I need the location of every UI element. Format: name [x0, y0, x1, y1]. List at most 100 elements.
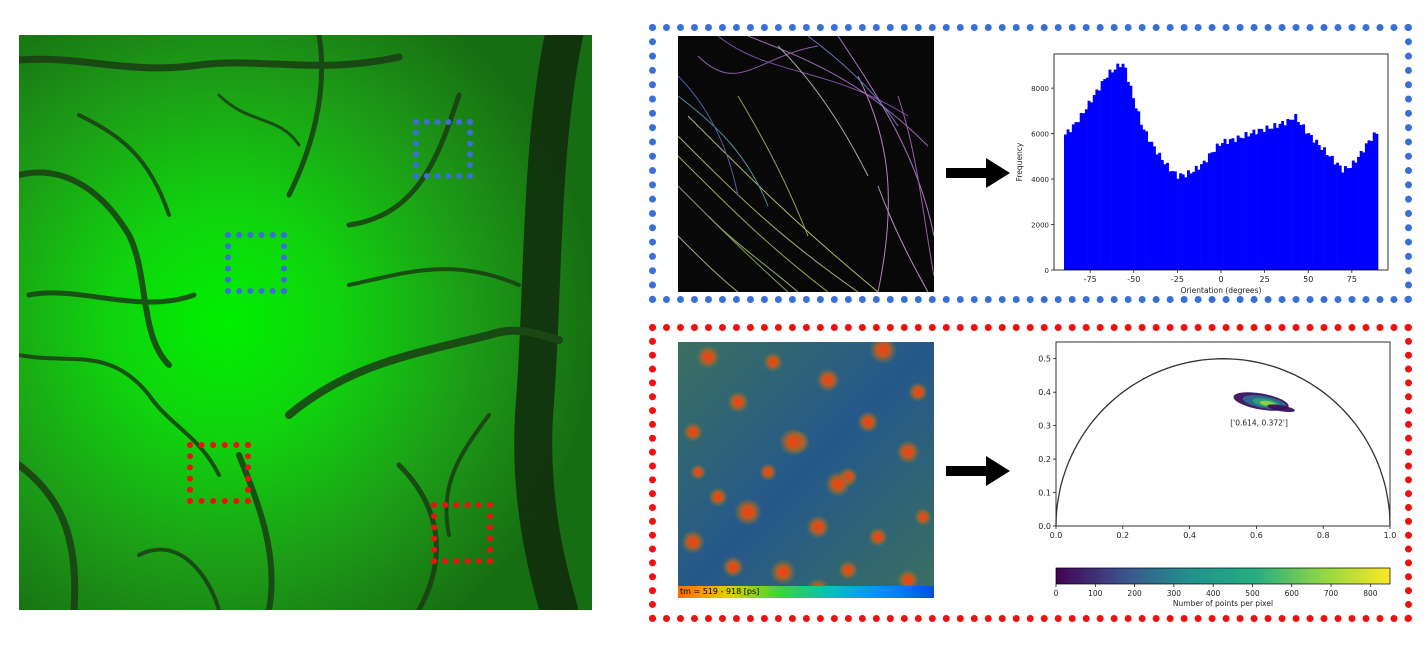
x-tick-label: -25 [1171, 275, 1184, 284]
histogram-bar [1333, 164, 1337, 270]
histogram-bar [1210, 152, 1214, 270]
histogram-bar [1226, 143, 1230, 270]
histogram-bar [1299, 124, 1303, 270]
histogram-bar [1236, 135, 1240, 270]
histogram-bar [1257, 128, 1261, 270]
histogram-bar [1325, 155, 1329, 270]
histogram-bar [1079, 112, 1083, 270]
y-tick-label: 0.1 [1038, 489, 1051, 498]
histogram-bar [1108, 69, 1112, 270]
histogram-bar [1179, 173, 1183, 270]
y-tick-label: 0.0 [1038, 522, 1051, 531]
histogram-bar [1118, 67, 1122, 270]
histogram-bar [1228, 139, 1232, 270]
histogram-bar [1343, 166, 1347, 270]
histogram-bar [1336, 162, 1340, 270]
histogram-bar [1346, 168, 1350, 270]
tissue-image-canvas [15, 16, 592, 629]
x-tick-label: 0.8 [1317, 531, 1330, 540]
histogram-bar [1160, 160, 1164, 270]
phasor-frame [1055, 341, 1391, 527]
histogram-bar [1265, 125, 1269, 271]
histogram-bar [1200, 164, 1203, 270]
histogram-bar [1166, 162, 1169, 270]
bottom-panel-frame [649, 324, 1412, 622]
colorbar-tick-label: 0 [1054, 589, 1059, 598]
histogram-bar [1357, 156, 1360, 270]
colorbar-tick-label: 400 [1206, 589, 1221, 598]
histogram-bar [1071, 124, 1075, 270]
histogram-bar [1260, 128, 1264, 270]
orientation-histogram: -75 -50 -25 0 25 50 75 0 2000 4000 6000 8000 Orienta… [1015, 53, 1389, 295]
histogram-bar [1278, 123, 1282, 270]
y-tick-label: 4000 [1031, 176, 1049, 184]
y-tick-label: 0.2 [1038, 455, 1051, 464]
histogram-bar [1111, 72, 1115, 270]
flim-colorbar-label: tm = 519 - 918 [ps] [680, 587, 760, 596]
histogram-bar [1296, 122, 1300, 270]
histogram-bar [1252, 129, 1256, 270]
histogram-bar [1218, 145, 1222, 270]
y-tick-label: 0.5 [1038, 355, 1051, 364]
fiber-strands [678, 36, 934, 292]
roi-box-blue-1 [413, 119, 473, 179]
y-tick-label: 0.3 [1038, 422, 1051, 431]
phasor-density-point [1267, 404, 1295, 413]
histogram-bar [1100, 81, 1104, 270]
fiber-image-canvas [678, 36, 934, 292]
histogram-bar [1184, 177, 1188, 270]
x-tick-label: 75 [1347, 275, 1357, 284]
histogram-bar [1142, 129, 1146, 270]
y-tick-label: 0 [1045, 267, 1049, 275]
histogram-bar [1328, 156, 1332, 270]
histogram-bar [1354, 162, 1358, 270]
histogram-bar [1359, 150, 1363, 270]
histogram-bar [1116, 63, 1120, 270]
histogram-bar [1268, 128, 1272, 270]
histogram-bar [1098, 90, 1101, 270]
histogram-bar [1163, 164, 1167, 270]
x-tick-label: 0.0 [1050, 531, 1063, 540]
histogram-bar [1171, 171, 1175, 270]
histogram-bar [1168, 171, 1172, 270]
y-tick-label: 0.4 [1038, 388, 1051, 397]
histogram-bar [1207, 153, 1211, 270]
histogram-bar [1137, 111, 1141, 271]
histogram-bar [1247, 136, 1251, 270]
colorbar-tick-label: 500 [1245, 589, 1260, 598]
histogram-bar [1132, 98, 1135, 270]
x-axis-label: Orientation (degrees) [1181, 286, 1262, 295]
roi-box-red-2 [431, 502, 493, 564]
histogram-bar [1309, 135, 1313, 270]
y-tick-label: 8000 [1031, 85, 1049, 93]
histogram-bar [1273, 123, 1277, 270]
histogram-bar [1064, 134, 1067, 270]
fluorescent-tissue-image [15, 16, 592, 629]
histogram-bar [1145, 131, 1149, 270]
right-arrow-icon [946, 158, 1010, 188]
histogram-bar [1270, 128, 1274, 270]
x-tick-label: 50 [1303, 275, 1313, 284]
histogram-bar [1087, 100, 1091, 270]
histogram-bar [1215, 143, 1219, 270]
histogram-bar [1194, 165, 1198, 270]
histogram-bar [1364, 143, 1368, 270]
flim-lifetime-map: tm = 519 - 918 [ps] [678, 342, 934, 598]
histogram-bar [1077, 122, 1080, 270]
histogram-bar [1239, 137, 1243, 270]
y-axis-label: Frequency [1015, 142, 1024, 181]
histogram-bar [1370, 140, 1374, 270]
x-tick-label: 0 [1218, 275, 1223, 284]
histogram-bar [1320, 149, 1324, 270]
histogram-bar [1223, 138, 1227, 270]
histogram-bar [1186, 170, 1190, 270]
histogram-bar [1121, 63, 1125, 270]
histogram-bar [1375, 133, 1379, 270]
histogram-bar [1323, 147, 1326, 270]
colorbar-tick-label: 100 [1088, 589, 1103, 598]
histogram-bar [1155, 154, 1159, 270]
histogram-bar [1126, 81, 1130, 270]
histogram-bar [1317, 145, 1321, 270]
histogram-bar [1074, 122, 1078, 270]
histogram-bar [1286, 119, 1290, 270]
